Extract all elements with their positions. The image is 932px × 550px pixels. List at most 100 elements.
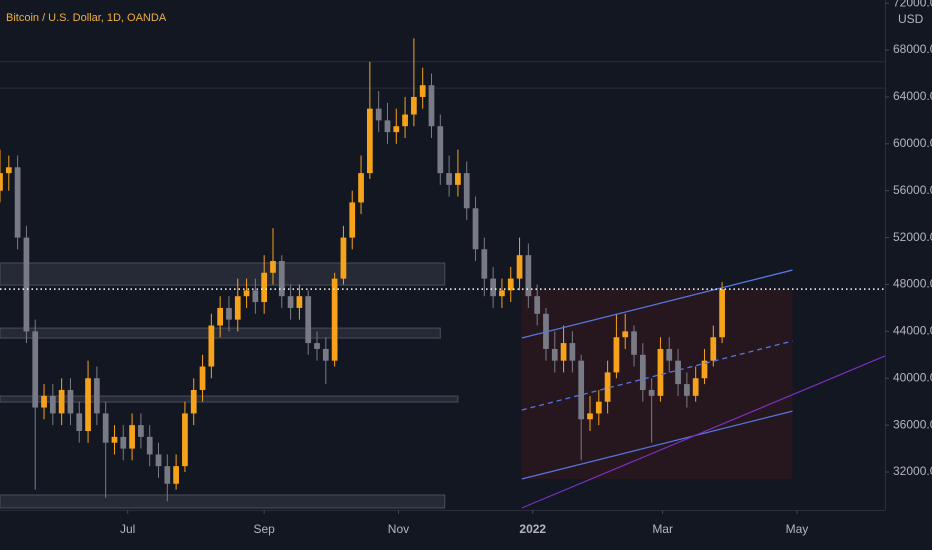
- candle-body: [314, 343, 320, 349]
- candle-body: [446, 173, 452, 185]
- channel-middle: [521, 340, 793, 411]
- x-tick-label: Jul: [120, 522, 135, 536]
- candle-body: [129, 425, 135, 449]
- candle-body: [349, 202, 356, 238]
- y-tick-label: 64000.00: [893, 89, 932, 103]
- candle-body: [604, 372, 611, 402]
- candle-body: [243, 290, 250, 297]
- candle-body: [419, 85, 426, 97]
- zone: [0, 395, 459, 403]
- candle-body: [569, 343, 576, 361]
- candle-body: [675, 360, 681, 385]
- candle-body: [155, 454, 162, 467]
- candle-body: [375, 108, 382, 121]
- candle-body: [173, 466, 179, 484]
- candle-body: [32, 331, 39, 408]
- candle-body: [639, 354, 646, 390]
- candle-body: [296, 296, 303, 308]
- candle-body: [666, 348, 673, 361]
- candle-body: [534, 296, 541, 314]
- candle-body: [393, 126, 400, 133]
- candle-body: [199, 366, 206, 390]
- x-tick-label: Mar: [652, 522, 673, 536]
- channel-upper: [521, 269, 793, 339]
- candle-body: [402, 114, 408, 127]
- candle-body: [331, 278, 338, 361]
- candle-body: [384, 120, 391, 133]
- zone: [0, 262, 446, 286]
- candle-body: [305, 296, 312, 344]
- x-tick-label: May: [786, 522, 809, 536]
- candle-body: [692, 378, 699, 396]
- y-tick-label: 52000.00: [893, 230, 932, 244]
- candle-body: [5, 167, 12, 174]
- candle-body: [94, 378, 100, 414]
- candle-body: [340, 237, 347, 279]
- y-axis-label: USD: [898, 12, 924, 26]
- candle-body: [120, 436, 127, 449]
- y-tick-label: 36000.00: [893, 417, 932, 431]
- candle-body: [631, 331, 637, 355]
- candle-body: [138, 425, 144, 437]
- candle-body: [0, 173, 3, 191]
- candle-body: [622, 331, 629, 338]
- candle-body: [226, 307, 232, 320]
- candle-body: [208, 325, 215, 367]
- y-tick-label: 32000.00: [893, 464, 932, 478]
- candle-body: [190, 389, 197, 414]
- chart-title: Bitcoin / U.S. Dollar, 1D, OANDA: [6, 12, 167, 24]
- channel-lower: [521, 410, 793, 480]
- candle-body: [358, 173, 364, 203]
- candle-body: [701, 360, 708, 379]
- candle-body: [684, 384, 690, 396]
- y-tick-label: 68000.00: [893, 42, 932, 56]
- candle-body: [437, 126, 444, 174]
- y-tick-label: 60000.00: [893, 136, 932, 150]
- candle-body: [366, 108, 373, 174]
- candle-body: [278, 261, 285, 297]
- candle-body: [85, 378, 91, 431]
- candle-body: [217, 307, 224, 326]
- y-tick-label: 44000.00: [893, 324, 932, 338]
- candle-body: [472, 208, 479, 250]
- candle-body: [182, 413, 188, 467]
- candle-body: [525, 255, 532, 297]
- candle-body: [111, 436, 118, 443]
- candle-body: [463, 173, 470, 209]
- candle-body: [76, 413, 83, 431]
- candle-body: [613, 337, 620, 373]
- y-tick-label: 48000.00: [893, 277, 932, 291]
- candle-body: [58, 389, 65, 414]
- candle-body: [164, 466, 171, 484]
- candle-body: [287, 296, 294, 308]
- candle-body: [455, 173, 461, 185]
- candle-body: [587, 413, 593, 420]
- candle-body: [490, 278, 496, 297]
- candle-body: [657, 348, 664, 396]
- y-tick-label: 56000.00: [893, 183, 932, 197]
- candle-body: [499, 290, 505, 297]
- candle-body: [14, 167, 21, 238]
- candle-body: [146, 436, 153, 455]
- candle-body: [234, 296, 241, 320]
- candle-body: [411, 96, 417, 115]
- candle-body: [49, 395, 56, 414]
- candle-body: [710, 337, 717, 361]
- candle-body: [261, 272, 268, 303]
- candle-body: [551, 348, 558, 361]
- candle-body: [516, 255, 523, 279]
- candle-body: [595, 401, 602, 414]
- candle-body: [719, 289, 725, 338]
- x-tick-label: Sep: [253, 522, 275, 536]
- channel-box: [521, 289, 793, 480]
- candle-body: [428, 85, 435, 127]
- y-tick-label: 72000.00: [893, 0, 932, 9]
- candle-body: [560, 343, 567, 361]
- candle-body: [578, 360, 585, 420]
- trend-line: [521, 355, 886, 509]
- candle-body: [481, 249, 488, 279]
- candle-body: [252, 290, 259, 303]
- y-tick-label: 40000.00: [893, 370, 932, 384]
